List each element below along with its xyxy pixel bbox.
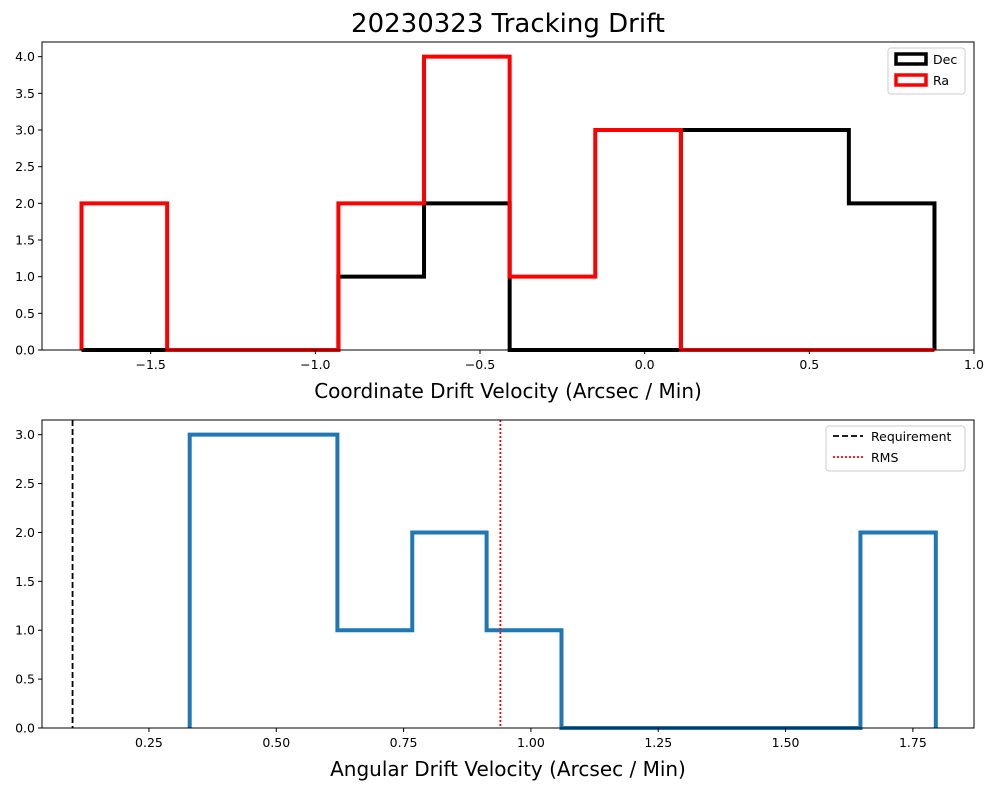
- legend-label-requirement: Requirement: [871, 429, 951, 444]
- chart-title: 20230323 Tracking Drift: [351, 9, 665, 39]
- y-tick-label: 2.5: [15, 476, 35, 491]
- y-tick-label: 1.5: [15, 574, 35, 589]
- x-tick-label: 0.50: [262, 735, 290, 750]
- legend-box: [825, 425, 966, 472]
- y-tick-label: 1.0: [15, 623, 35, 638]
- y-tick-label: 3.0: [15, 123, 35, 138]
- x-tick-label: 0.75: [390, 735, 418, 750]
- legend-swatch-ra: [894, 73, 928, 87]
- x-tick-label: 1.25: [644, 735, 672, 750]
- histogram-angular-drift: [187, 432, 938, 730]
- x-tick-label: −1.0: [300, 357, 330, 372]
- legend: Dec Ra: [887, 47, 966, 95]
- y-tick-label: 0.5: [15, 306, 35, 321]
- y-tick-label: 0.0: [15, 721, 35, 736]
- x-axis-ticks: −1.5 −1.0 −0.5 0.0 0.5 1.0: [135, 350, 984, 372]
- x-axis-ticks: 0.25 0.50 0.75 1.00 1.25 1.50 1.75: [135, 728, 927, 750]
- angular-drift-chart: 0.25 0.50 0.75 1.00 1.25 1.50 1.75 0.0 0.5 1.0 1.…: [15, 419, 975, 781]
- y-tick-label: 2.0: [15, 196, 35, 211]
- x-tick-label: −1.5: [135, 357, 165, 372]
- legend-label-ra: Ra: [933, 73, 949, 88]
- x-tick-label: 0.25: [135, 735, 163, 750]
- x-tick-label: 1.75: [899, 735, 927, 750]
- x-axis-label: Coordinate Drift Velocity (Arcsec / Min): [314, 379, 702, 403]
- plot-frame: [41, 419, 975, 729]
- coordinate-drift-marks: [79, 54, 937, 352]
- coordinate-drift-chart: 20230323 Tracking Drift −1.5 −1.0 −0.5 0.0 0…: [15, 9, 984, 403]
- x-tick-label: 1.50: [772, 735, 800, 750]
- y-tick-label: 3.0: [15, 427, 35, 442]
- y-tick-label: 3.5: [15, 86, 35, 101]
- angular-drift-marks: [71, 420, 938, 730]
- y-tick-label: 4.0: [15, 49, 35, 64]
- x-axis-label: Angular Drift Velocity (Arcsec / Min): [330, 757, 686, 781]
- y-tick-label: 0.0: [15, 343, 35, 358]
- legend-swatch-dec: [894, 52, 928, 66]
- legend-label-dec: Dec: [933, 52, 957, 67]
- x-tick-label: 0.0: [635, 357, 655, 372]
- y-tick-label: 1.5: [15, 233, 35, 248]
- y-tick-label: 1.0: [15, 269, 35, 284]
- y-tick-label: 2.5: [15, 159, 35, 174]
- y-axis-ticks: 0.0 0.5 1.0 1.5 2.0 2.5 3.0: [15, 427, 42, 736]
- legend-label-rms: RMS: [871, 450, 898, 465]
- x-tick-label: 1.0: [964, 357, 984, 372]
- y-tick-label: 0.5: [15, 672, 35, 687]
- y-axis-ticks: 0.0 0.5 1.0 1.5 2.0 2.5 3.0 3.5 4.0: [15, 49, 42, 358]
- x-tick-label: 1.00: [517, 735, 545, 750]
- x-tick-label: 0.5: [799, 357, 819, 372]
- x-tick-label: −0.5: [465, 357, 495, 372]
- legend: Requirement RMS: [825, 425, 966, 472]
- y-tick-label: 2.0: [15, 525, 35, 540]
- plot-frame: [41, 41, 975, 351]
